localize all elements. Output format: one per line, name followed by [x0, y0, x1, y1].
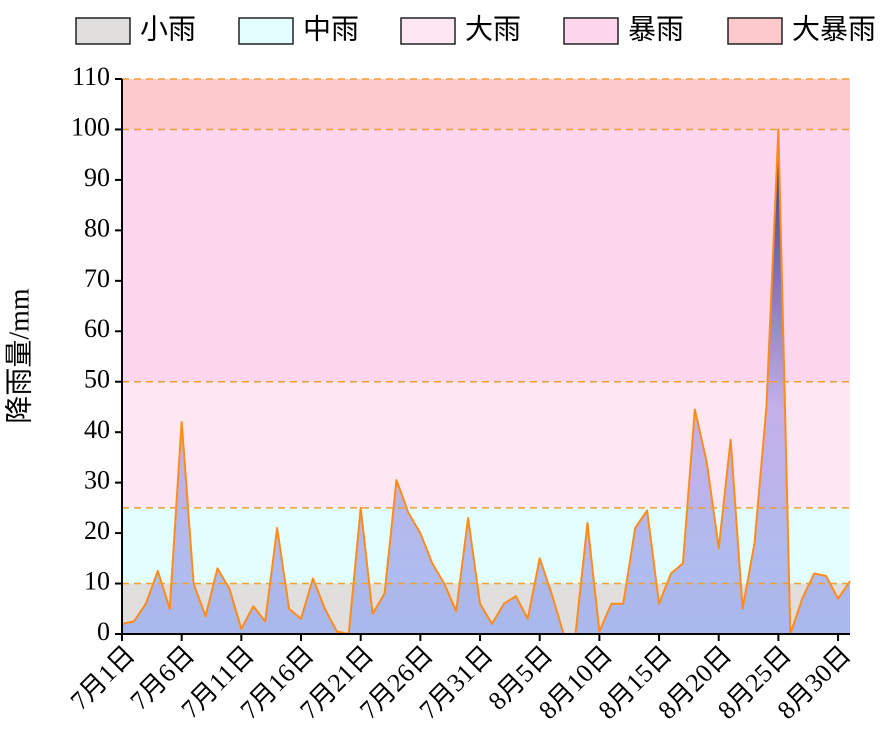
y-tick-label: 20	[84, 516, 110, 545]
x-tick-label: 7月1日	[65, 640, 141, 716]
y-tick-label: 0	[97, 617, 110, 646]
y-tick-label: 10	[84, 567, 110, 596]
line	[121, 128, 851, 635]
legend-swatch	[400, 17, 456, 45]
legend-swatch	[75, 17, 131, 45]
y-tick-label: 30	[84, 466, 110, 495]
y-tick-label: 70	[84, 264, 110, 293]
band	[122, 79, 850, 130]
y-tick-label: 80	[84, 213, 110, 242]
band	[122, 381, 850, 508]
y-tick-label: 110	[72, 62, 110, 91]
band	[122, 129, 850, 382]
y-tick-label: 50	[84, 365, 110, 394]
y-tick-label: 60	[84, 314, 110, 343]
legend-label: 暴雨	[628, 14, 684, 45]
legend-label: 小雨	[140, 14, 196, 45]
legend-swatch	[238, 17, 294, 45]
legend-swatch	[727, 17, 783, 45]
legend-swatch	[563, 17, 619, 45]
y-tick-label: 90	[84, 163, 110, 192]
legend-label: 大雨	[465, 13, 521, 45]
y-tick-label: 100	[71, 112, 110, 141]
legend-label: 大暴雨	[792, 13, 876, 45]
legend-label: 中雨	[303, 13, 359, 45]
y-axis-label: 降雨量/mm	[3, 288, 35, 424]
y-tick-label: 40	[84, 415, 110, 444]
